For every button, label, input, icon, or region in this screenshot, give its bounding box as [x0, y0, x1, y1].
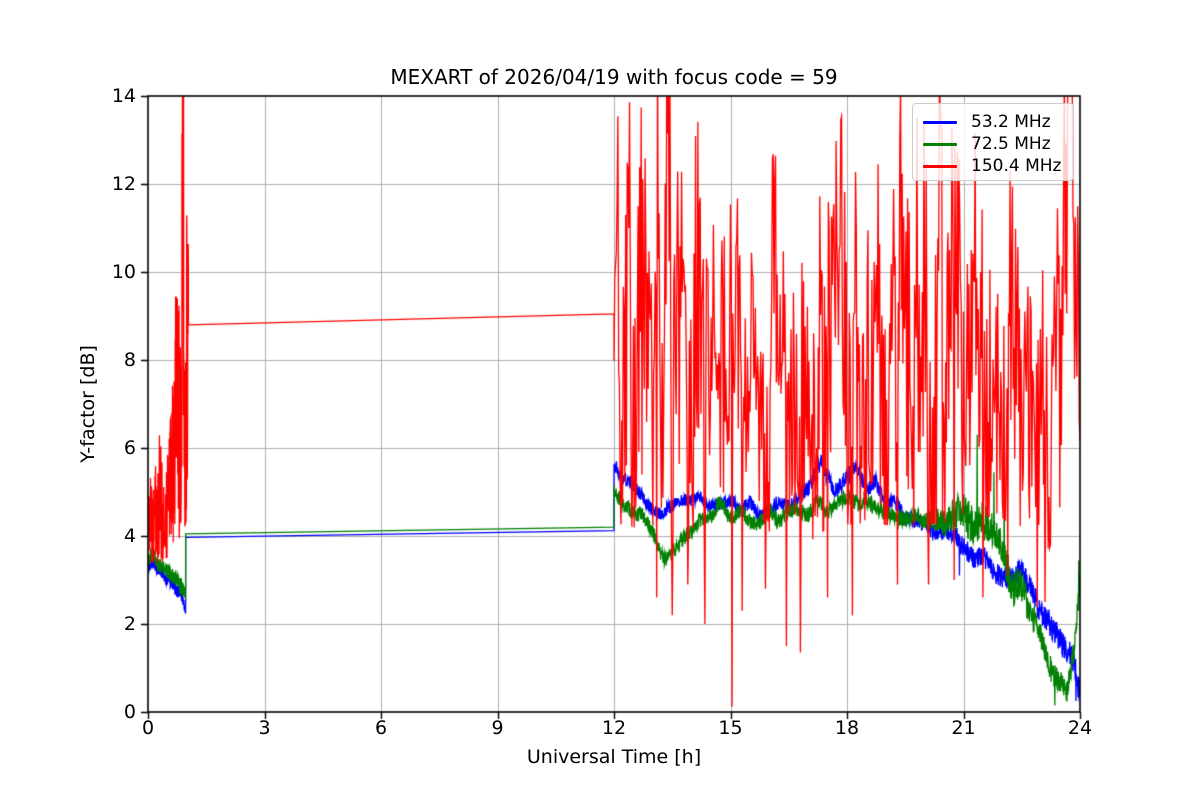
legend-entry-72-5-mhz: 72.5 MHz	[923, 133, 1065, 155]
x-tick-label: 3	[258, 717, 271, 739]
y-axis-label: Y-factor [dB]	[77, 345, 99, 463]
legend-entry-150-4-mhz: 150.4 MHz	[923, 155, 1065, 177]
x-tick-label: 12	[601, 717, 627, 739]
legend-label: 53.2 MHz	[971, 112, 1051, 132]
y-tick-label: 14	[111, 85, 136, 107]
y-tick-label: 8	[123, 349, 136, 371]
x-tick-label: 6	[374, 717, 388, 739]
x-axis-label: Universal Time [h]	[526, 746, 702, 768]
legend-line-green	[923, 142, 957, 146]
y-tick-label: 0	[123, 701, 136, 723]
x-tick-label: 15	[718, 717, 743, 739]
y-tick-label: 10	[111, 261, 136, 283]
y-tick-label: 12	[111, 173, 136, 195]
y-tick-label: 4	[123, 525, 136, 547]
legend-entry-53-2-mhz: 53.2 MHz	[923, 111, 1065, 133]
legend: 53.2 MHz 72.5 MHz 150.4 MHz	[912, 103, 1074, 181]
y-tick-label: 2	[123, 613, 136, 635]
chart-title: MEXART of 2026/04/19 with focus code = 5…	[390, 65, 838, 89]
legend-line-blue	[923, 120, 957, 124]
x-tick-label: 18	[834, 717, 860, 739]
x-tick-label: 24	[1067, 717, 1093, 739]
x-tick-label: 21	[951, 717, 976, 739]
x-tick-label: 9	[491, 717, 504, 739]
legend-label: 150.4 MHz	[971, 156, 1062, 176]
legend-label: 72.5 MHz	[971, 134, 1051, 154]
legend-line-red	[923, 164, 957, 168]
x-tick-label: 0	[141, 717, 155, 739]
y-tick-label: 6	[123, 437, 136, 459]
